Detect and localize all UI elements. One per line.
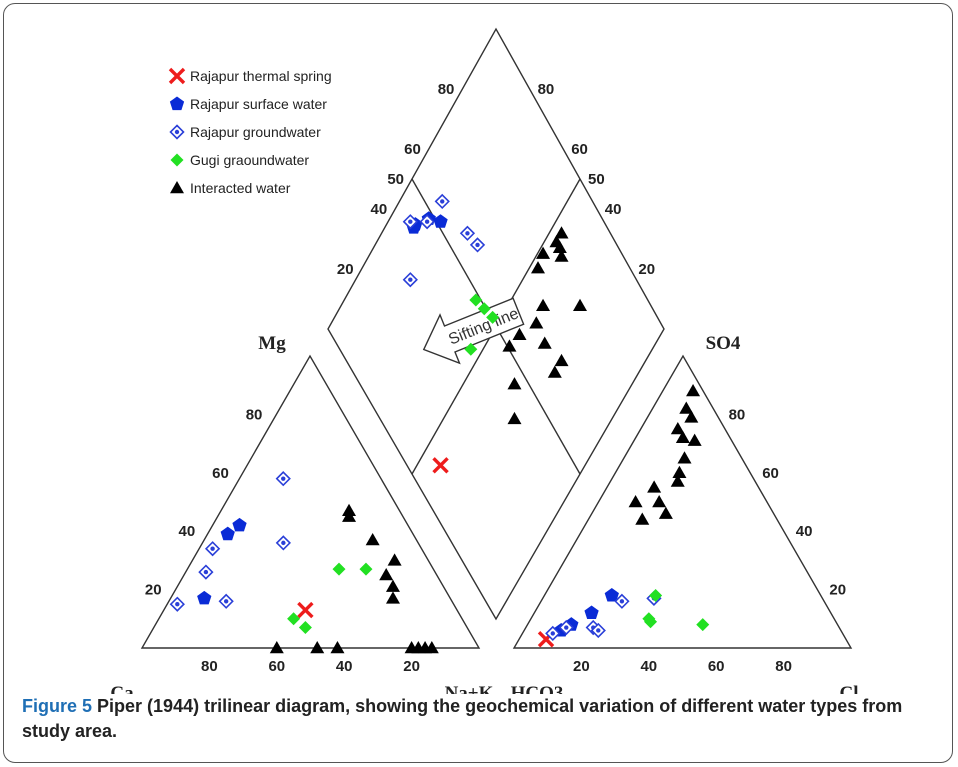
cation-ground-point xyxy=(206,542,219,555)
diamond-interacted-point xyxy=(573,299,587,311)
legend-marker-ground xyxy=(171,126,184,139)
cation-gugi-point xyxy=(333,563,346,576)
cation-interacted-point xyxy=(379,568,393,580)
diamond-gugi-point xyxy=(469,294,482,307)
anion-interacted-point xyxy=(629,495,643,507)
cation-interacted-point xyxy=(388,553,402,565)
anion-right-tick: 60 xyxy=(762,465,779,482)
diamond-ground-point xyxy=(404,273,417,286)
diamond-left-tick: 40 xyxy=(371,201,388,218)
legend-marker-interacted xyxy=(170,181,184,193)
anion-interacted-point xyxy=(672,466,686,478)
cation-interacted-point xyxy=(386,591,400,603)
anion-corner-so4: SO4 xyxy=(706,333,741,354)
figure-caption: Figure 5 Piper (1944) trilinear diagram,… xyxy=(22,694,942,744)
caption-label: Figure 5 xyxy=(22,696,92,716)
caption-text: Piper (1944) trilinear diagram, showing … xyxy=(22,696,902,741)
diamond-left-tick: 80 xyxy=(438,81,455,98)
diamond-boundary-label: 50 xyxy=(387,171,404,188)
diamond-right-tick: 80 xyxy=(538,81,555,98)
cation-left-tick: 40 xyxy=(179,523,196,540)
anion-interacted-point xyxy=(635,513,649,525)
cation-interacted-point xyxy=(386,580,400,592)
diamond-interacted-point xyxy=(529,316,543,328)
cation-interacted-point xyxy=(330,641,344,653)
legend-label-ground: Rajapur groundwater xyxy=(190,124,321,140)
legend-label-gugi: Gugi graoundwater xyxy=(190,152,309,168)
diamond-left-tick: 60 xyxy=(404,141,421,158)
cation-left-tick: 60 xyxy=(212,465,229,482)
piper-diagram: 80 20 20 20 60 40 40 40 40 60 60 60 20 80 80 80 80 80 60 60… xyxy=(4,4,954,694)
anion-gugi-point xyxy=(696,618,709,631)
cation-corner-mg: Mg xyxy=(258,333,286,354)
cation-thermal-point xyxy=(298,603,312,617)
anion-right-tick: 80 xyxy=(729,406,746,423)
diamond-interacted-point xyxy=(538,337,552,349)
cation-surface-point xyxy=(232,518,246,532)
cation-bottom-tick: 40 xyxy=(336,658,353,675)
diamond-interacted-point xyxy=(536,299,550,311)
cation-gugi-point xyxy=(299,621,312,634)
anion-interacted-point xyxy=(659,507,673,519)
cation-ground-point xyxy=(171,598,184,611)
cation-gugi-point xyxy=(287,612,300,625)
diamond-interacted-point xyxy=(507,377,521,389)
anion-interacted-point xyxy=(686,384,700,396)
cation-surface-point xyxy=(197,591,211,605)
legend: Rajapur thermal spring Rajapur surface wa… xyxy=(170,68,332,196)
anion-bottom-tick: 80 xyxy=(775,658,792,675)
diamond-interacted-point xyxy=(555,354,569,366)
anion-bottom-tick: 40 xyxy=(640,658,657,675)
legend-marker-gugi xyxy=(171,154,184,167)
diamond-interacted-point xyxy=(513,328,527,340)
diamond-right-tick: 20 xyxy=(638,261,655,278)
legend-label-interacted: Interacted water xyxy=(190,180,291,196)
diamond-thermal-point xyxy=(434,458,448,472)
legend-marker-surface xyxy=(170,97,184,111)
cation-corner-nak: Na+K xyxy=(445,683,494,694)
anion-interacted-point xyxy=(678,451,692,463)
anion-interacted-point xyxy=(688,434,702,446)
diamond-ground-point xyxy=(471,238,484,251)
figure-frame: 80 20 20 20 60 40 40 40 40 60 60 60 20 80 80 80 80 80 60 60… xyxy=(3,3,953,763)
cation-surface-point xyxy=(221,527,235,541)
anion-bottom-tick: 60 xyxy=(708,658,725,675)
anion-right-tick: 40 xyxy=(796,523,813,540)
diamond-ground-point xyxy=(461,227,474,240)
cation-left-tick: 80 xyxy=(246,406,263,423)
cation-interacted-point xyxy=(310,641,324,653)
cation-interacted-point xyxy=(270,641,284,653)
anion-corner-cl: Cl xyxy=(840,683,859,694)
cation-gugi-point xyxy=(359,563,372,576)
diamond-interacted-point xyxy=(531,261,545,273)
diamond-right-tick: 60 xyxy=(571,141,588,158)
cation-bottom-tick: 60 xyxy=(268,658,285,675)
legend-label-thermal: Rajapur thermal spring xyxy=(190,68,332,84)
anion-interacted-point xyxy=(647,480,661,492)
diamond-interacted-point xyxy=(548,366,562,378)
diamond-left-tick: 20 xyxy=(337,261,354,278)
cation-left-tick: 20 xyxy=(145,582,162,599)
anion-bottom-tick: 20 xyxy=(573,658,590,675)
diamond-ground-point xyxy=(436,195,449,208)
diamond-boundary-label: 50 xyxy=(588,171,605,188)
anion-right-tick: 20 xyxy=(829,582,846,599)
diagram-frames xyxy=(142,29,851,648)
legend-marker-thermal xyxy=(170,69,184,83)
anion-surface-point xyxy=(584,605,598,619)
anion-interacted-point xyxy=(652,495,666,507)
cation-bottom-tick: 80 xyxy=(201,658,218,675)
cation-corner-ca: Ca xyxy=(110,683,134,694)
cation-ground-point xyxy=(220,595,233,608)
cation-bottom-tick: 20 xyxy=(403,658,420,675)
cation-ground-point xyxy=(277,472,290,485)
anion-corner-hco3: HCO3 xyxy=(511,683,564,694)
diamond-right-tick: 40 xyxy=(605,201,622,218)
diamond-interacted-point xyxy=(507,412,521,424)
legend-label-surface: Rajapur surface water xyxy=(190,96,327,112)
cation-ground-point xyxy=(277,536,290,549)
cation-interacted-point xyxy=(366,533,380,545)
cation-ground-point xyxy=(199,566,212,579)
